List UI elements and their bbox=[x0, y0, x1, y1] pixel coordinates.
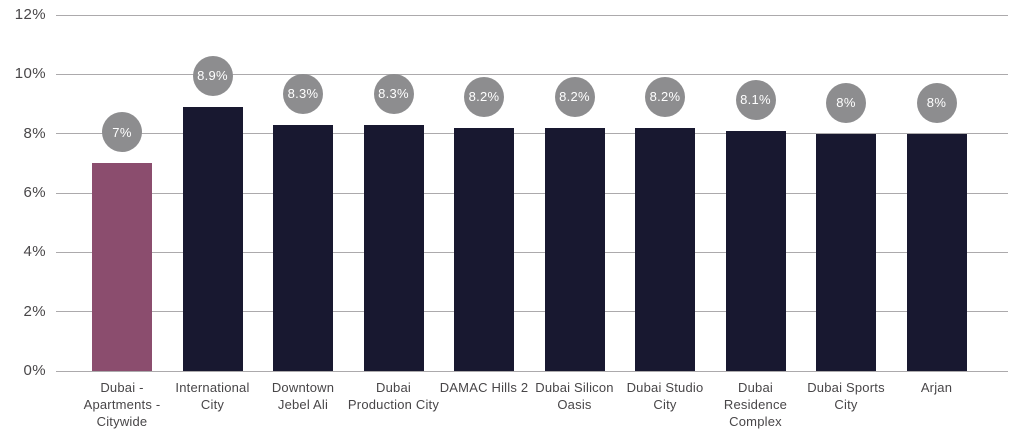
y-tick-label-8: 8% bbox=[23, 124, 46, 142]
gridline-10 bbox=[56, 73, 1008, 75]
gridline-6 bbox=[56, 192, 1008, 194]
data-label-bubble-downtown-jebel-ali: 8.3% bbox=[283, 73, 323, 114]
y-tick-label-2: 2% bbox=[23, 302, 46, 320]
x-axis-label-dubai-studio-city: Dubai Studio City bbox=[626, 380, 704, 412]
data-label-bubble-dubai-studio-city: 8.2% bbox=[645, 76, 685, 117]
bar-international-city bbox=[182, 106, 243, 371]
y-tick-label-4: 4% bbox=[23, 243, 46, 261]
bar-dubai-residence-complex bbox=[725, 130, 786, 371]
data-label-bubble-dubai-sports-city: 8% bbox=[826, 82, 866, 123]
bar-dubai-production-city bbox=[363, 124, 424, 371]
x-axis-label-dubai-apartments-citywide: Dubai - Apartments - Citywide bbox=[83, 380, 161, 429]
y-tick-label-12: 12% bbox=[14, 6, 46, 23]
data-label-bubble-dubai-production-city: 8.3% bbox=[373, 73, 414, 114]
x-axis-label-damac-hills-2: DAMAC Hills 2 bbox=[439, 380, 529, 395]
y-tick-label-6: 6% bbox=[23, 184, 46, 201]
y-tick-label-0: 0% bbox=[23, 362, 46, 379]
bar-dubai-studio-city bbox=[635, 127, 695, 371]
bar-arjan bbox=[906, 133, 967, 371]
x-axis-label-arjan: Arjan bbox=[920, 380, 953, 395]
data-label-bubble-international-city: 8.9% bbox=[192, 55, 233, 96]
y-tick-label-10: 10% bbox=[14, 65, 46, 83]
x-axis-label-dubai-residence-complex: Dubai Residence Complex bbox=[723, 380, 788, 429]
x-axis-label-downtown-jebel-ali: Downtown Jebel Ali bbox=[271, 380, 335, 412]
bar-dubai-apartments-citywide bbox=[92, 163, 152, 371]
data-label-bubble-arjan: 8% bbox=[916, 82, 957, 123]
bar-downtown-jebel-ali bbox=[273, 124, 333, 371]
x-axis-label-international-city: International City bbox=[175, 380, 250, 412]
data-label-bubble-dubai-apartments-citywide: 7% bbox=[102, 112, 142, 153]
bar-dubai-sports-city bbox=[816, 133, 876, 371]
data-label-bubble-dubai-residence-complex: 8.1% bbox=[735, 79, 776, 120]
bar-damac-hills-2 bbox=[454, 127, 514, 371]
x-axis-label-dubai-production-city: Dubai Production City bbox=[347, 380, 440, 412]
bar-dubai-silicon-oasis bbox=[544, 127, 605, 371]
gridline-8 bbox=[56, 133, 1008, 135]
x-axis-label-dubai-sports-city: Dubai Sports City bbox=[807, 380, 885, 412]
data-label-bubble-dubai-silicon-oasis: 8.2% bbox=[554, 76, 595, 117]
gridline-12 bbox=[56, 14, 1008, 16]
data-label-bubble-damac-hills-2: 8.2% bbox=[464, 76, 504, 117]
x-axis-label-dubai-silicon-oasis: Dubai Silicon Oasis bbox=[535, 380, 614, 412]
gridline-2 bbox=[56, 311, 1008, 313]
gridline-0 bbox=[56, 370, 1008, 372]
gridline-4 bbox=[56, 251, 1008, 253]
